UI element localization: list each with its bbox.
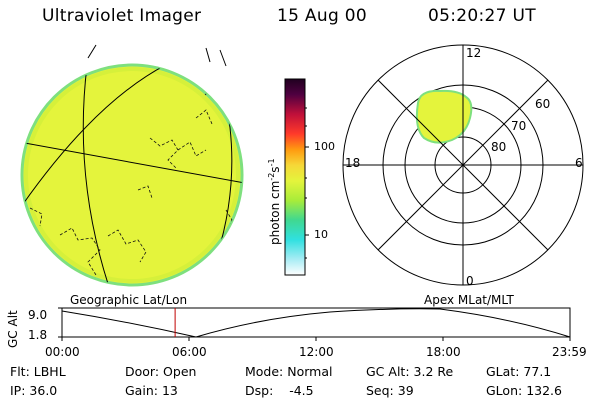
mlt-label-12: 12	[466, 46, 482, 60]
colorbar	[284, 78, 309, 276]
colorbar-tick-100: 100	[314, 140, 335, 153]
auroral-oval-patch	[415, 89, 473, 144]
colorbar-tick-10: 10	[314, 228, 328, 241]
instrument-title: Ultraviolet Imager	[42, 6, 202, 26]
globe-coordinate-label: Geographic Lat/Lon	[70, 293, 188, 307]
globe-disk	[20, 63, 244, 287]
altitude-xtick: 06:00	[172, 345, 207, 359]
altitude-ymin: 1.8	[28, 328, 48, 342]
polar-coordinate-label: Apex MLat/MLT	[424, 293, 514, 307]
info-gain: Gain: 13	[125, 383, 178, 398]
date-label: 15 Aug 00	[277, 6, 367, 26]
mlt-label-18: 18	[345, 156, 361, 170]
mlt-label-6: 6	[575, 156, 583, 170]
info-seq: Seq: 39	[366, 383, 414, 398]
mlt-label-0: 0	[466, 274, 474, 288]
altitude-xtick: 12:00	[299, 345, 334, 359]
altitude-curve	[61, 308, 571, 338]
info-gcalt: GC Alt: 3.2 Re	[366, 364, 454, 379]
altitude-ymax: 9.0	[28, 308, 48, 322]
altitude-plot-ylabel: GC Alt	[6, 310, 20, 348]
altitude-xtick: 23:59	[552, 345, 587, 359]
globe-image	[20, 44, 244, 287]
altitude-xtick: 00:00	[45, 345, 80, 359]
info-mode: Mode: Normal	[245, 364, 333, 379]
mlat-label-80: 80	[491, 140, 507, 154]
globe-gridline	[22, 139, 242, 184]
info-flt: Flt: LBHL	[10, 364, 66, 379]
info-glat: GLat: 77.1	[486, 364, 552, 379]
info-ip: IP: 36.0	[10, 383, 58, 398]
time-label: 05:20:27 UT	[428, 6, 536, 26]
info-dsp: Dsp: -4.5	[245, 383, 314, 398]
info-door: Door: Open	[125, 364, 197, 379]
globe-gridline	[22, 65, 226, 221]
info-glon: GLon: 132.6	[486, 383, 562, 398]
altitude-xtick: 18:00	[426, 345, 461, 359]
globe-gridline	[82, 65, 111, 285]
mlat-label-70: 70	[511, 119, 527, 133]
mlat-label-60: 60	[535, 97, 551, 111]
